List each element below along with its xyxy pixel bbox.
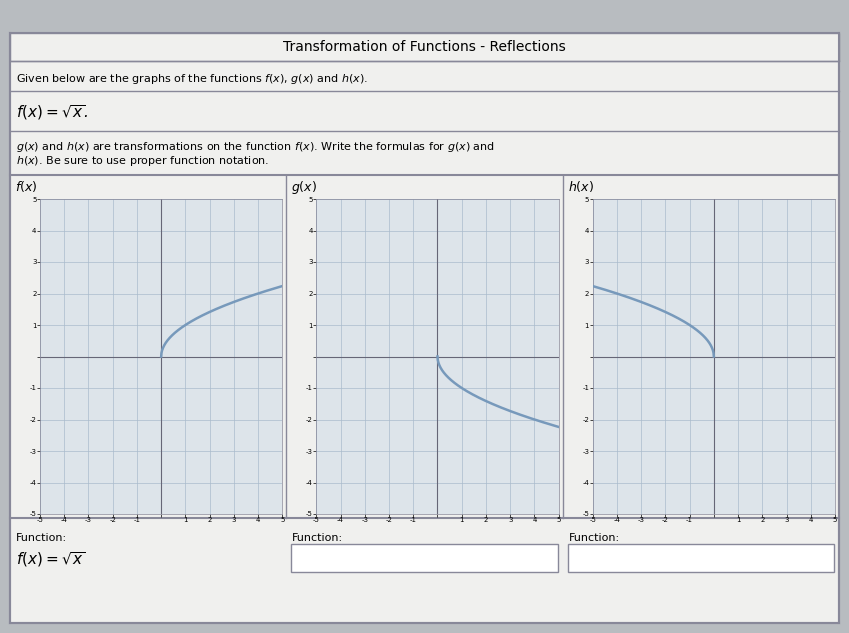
Bar xyxy=(10,33,839,61)
Text: $g(x)$: $g(x)$ xyxy=(291,179,318,196)
Text: Function:: Function: xyxy=(16,533,67,543)
Text: $f(x) = \sqrt{x}$: $f(x) = \sqrt{x}$ xyxy=(16,551,86,570)
Bar xyxy=(568,544,834,572)
Text: Transformation of Functions - Reflections: Transformation of Functions - Reflection… xyxy=(283,40,566,54)
Text: $h(x)$: $h(x)$ xyxy=(568,180,593,194)
Text: Given below are the graphs of the functions $f(x)$, $g(x)$ and $h(x)$.: Given below are the graphs of the functi… xyxy=(16,72,368,86)
Text: $g(x)$ and $h(x)$ are transformations on the function $f(x)$. Write the formulas: $g(x)$ and $h(x)$ are transformations on… xyxy=(16,140,495,154)
Text: $h(x)$. Be sure to use proper function notation.: $h(x)$. Be sure to use proper function n… xyxy=(16,154,269,168)
Text: $f(x)$: $f(x)$ xyxy=(15,180,37,194)
Text: $f(x) = \sqrt{x}$.: $f(x) = \sqrt{x}$. xyxy=(16,104,88,122)
Text: Function:: Function: xyxy=(569,533,620,543)
Bar xyxy=(291,544,558,572)
Text: Function:: Function: xyxy=(292,533,344,543)
